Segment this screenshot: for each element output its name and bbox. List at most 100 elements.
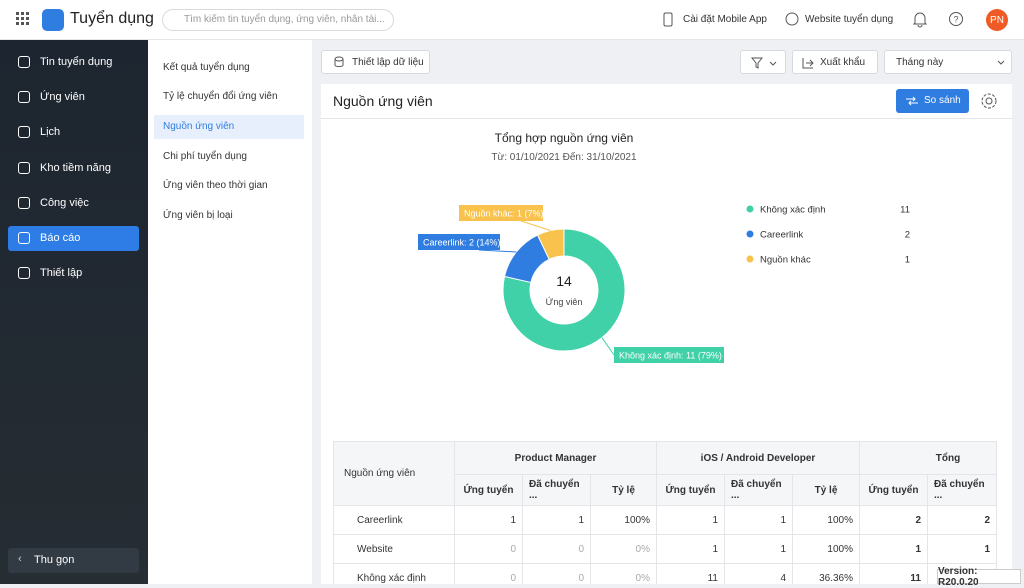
sidebar-icon	[18, 197, 30, 209]
sidebar-item[interactable]: Báo cáo	[8, 226, 139, 251]
data-label: Nguồn khác: 1 (7%)	[464, 209, 544, 219]
data-label: Careerlink: 2 (14%)	[423, 238, 501, 248]
phone-icon	[663, 12, 673, 27]
table-cell: 0%	[591, 564, 657, 584]
bell-icon[interactable]	[912, 11, 928, 28]
legend-value: 1	[905, 255, 910, 266]
sidebar-item[interactable]: Công việc	[8, 191, 139, 216]
data-label: Không xác định: 11 (79%)	[619, 351, 722, 361]
mobile-app-link[interactable]: Cài đặt Mobile App	[683, 14, 767, 25]
table-subheader: Đã chuyển ...	[928, 475, 996, 506]
table-row-label: Website	[334, 535, 455, 564]
sidebar-icon	[18, 56, 30, 68]
legend-dot	[746, 205, 754, 213]
legend-label: Careerlink	[760, 230, 804, 241]
table-subheader: Ứng tuyển	[657, 475, 725, 506]
export-icon	[802, 58, 814, 69]
table-cell: 100%	[591, 506, 657, 535]
sidebar-label: Báo cáo	[40, 232, 81, 244]
website-link[interactable]: Website tuyển dụng	[805, 14, 894, 25]
table-subheader: Tỷ lệ	[591, 475, 657, 506]
submenu-item[interactable]: Ứng viên theo thời gian	[154, 174, 304, 198]
period-select[interactable]: Tháng này	[884, 50, 1012, 74]
avatar[interactable]: PN	[986, 9, 1008, 31]
submenu-label: Tỷ lệ chuyển đổi ứng viên	[163, 91, 278, 102]
table-cell: 1	[725, 535, 793, 564]
donut-slice	[536, 228, 565, 261]
table-cell: 1	[657, 506, 725, 535]
legend-value: 11	[900, 205, 910, 216]
filter-button[interactable]	[740, 50, 786, 74]
submenu-item[interactable]: Chi phí tuyển dụng	[154, 145, 304, 169]
table-group-header: iOS / Android Developer	[657, 442, 860, 475]
table-cell: 11	[657, 564, 725, 584]
report-table: Nguồn ứng viên Product Manager iOS / Andro…	[333, 441, 997, 584]
table-subheader: Đã chuyển ...	[523, 475, 591, 506]
sidebar-icon	[18, 162, 30, 174]
compare-button[interactable]: So sánh	[896, 89, 969, 113]
sidebar-label: Tin tuyển dụng	[40, 56, 113, 68]
divider	[321, 118, 1012, 119]
table-cell: 1	[455, 506, 523, 535]
period-label: Tháng này	[896, 57, 944, 68]
sidebar: Tin tuyển dụng Ứng viên Lịch Kho tiềm năng C…	[0, 40, 148, 584]
table-cell: 1	[725, 506, 793, 535]
submenu-item[interactable]: Tỷ lệ chuyển đổi ứng viên	[154, 85, 304, 109]
table-group-header: Product Manager	[455, 442, 657, 475]
donut-total: 14	[556, 273, 572, 289]
table-cell: 2	[860, 506, 928, 535]
legend-label: Nguồn khác	[760, 255, 811, 266]
sidebar-item[interactable]: Thiết lập	[8, 261, 139, 286]
logo	[42, 9, 64, 31]
table-cell: 100%	[793, 535, 860, 564]
data-setup-label: Thiết lập dữ liệu	[352, 57, 424, 68]
search-placeholder: Tìm kiếm tin tuyển dụng, ứng viên, nhân …	[184, 14, 385, 25]
submenu-label: Kết quả tuyển dụng	[163, 62, 250, 73]
sidebar-item[interactable]: Lịch	[8, 120, 139, 145]
legend-label: Không xác định	[760, 205, 826, 216]
collapse-label: Thu gọn	[34, 554, 75, 566]
sidebar-item[interactable]: Tin tuyển dụng	[8, 50, 139, 75]
table-cell: 1	[860, 535, 928, 564]
donut-chart: Tổng hợp nguồn ứng viên Từ: 01/10/2021 Đ…	[418, 131, 910, 363]
submenu-item[interactable]: Ứng viên bị loại	[154, 204, 304, 228]
db-icon	[334, 56, 344, 67]
donut-slice	[502, 228, 626, 352]
submenu-item[interactable]: Nguồn ứng viên	[154, 115, 304, 139]
table-subheader: Ứng tuyển	[860, 475, 928, 506]
filter-icon	[751, 57, 777, 69]
sidebar-icon	[18, 91, 30, 103]
search-box[interactable]	[162, 9, 394, 31]
table-cell: 1	[657, 535, 725, 564]
collapse-button[interactable]: ‹ Thu gọn	[8, 548, 139, 573]
apps-icon[interactable]	[16, 12, 30, 26]
donut-total-label: Ứng viên	[546, 297, 583, 307]
globe-icon	[785, 12, 799, 26]
sidebar-item[interactable]: Ứng viên	[8, 85, 139, 110]
app-name: Tuyển dụng	[70, 10, 154, 27]
submenu-item[interactable]: Kết quả tuyển dụng	[154, 56, 304, 80]
table-cell: 0	[455, 535, 523, 564]
sidebar-item[interactable]: Kho tiềm năng	[8, 156, 139, 181]
sidebar-icon	[18, 232, 30, 244]
report-title: Nguồn ứng viên	[333, 93, 433, 109]
table-header: Nguồn ứng viên	[334, 442, 455, 506]
sidebar-label: Kho tiềm năng	[40, 162, 111, 174]
version-badge: Version: R20.0.20	[937, 566, 1021, 588]
table-cell: 2	[928, 506, 996, 535]
sidebar-icon	[18, 267, 30, 279]
legend-dot	[746, 255, 754, 263]
sidebar-label: Lịch	[40, 126, 61, 138]
submenu: Kết quả tuyển dụng Tỷ lệ chuyển đổi ứng v…	[148, 40, 312, 584]
compare-icon	[906, 96, 918, 106]
data-setup-button[interactable]: Thiết lập dữ liệu	[321, 50, 430, 74]
table-group-header: Tổng	[860, 442, 996, 475]
settings-icon[interactable]	[979, 91, 999, 111]
help-icon[interactable]: ?	[948, 11, 964, 27]
chart-title: Tổng hợp nguồn ứng viên	[495, 131, 634, 145]
submenu-label: Ứng viên theo thời gian	[163, 180, 268, 191]
export-button[interactable]: Xuất khẩu	[792, 50, 878, 74]
table-cell: 4	[725, 564, 793, 584]
label-leader	[601, 337, 615, 356]
